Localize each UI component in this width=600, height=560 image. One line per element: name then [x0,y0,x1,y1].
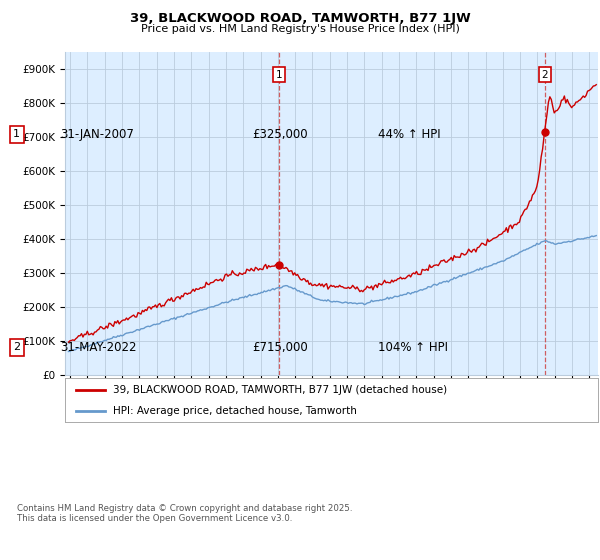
Text: 1: 1 [276,69,283,80]
Text: 31-MAY-2022: 31-MAY-2022 [60,340,137,354]
Text: 44% ↑ HPI: 44% ↑ HPI [378,128,440,141]
Text: 2: 2 [541,69,548,80]
Text: £715,000: £715,000 [252,340,308,354]
Text: 1: 1 [13,129,20,139]
Text: Price paid vs. HM Land Registry's House Price Index (HPI): Price paid vs. HM Land Registry's House … [140,24,460,34]
Text: 104% ↑ HPI: 104% ↑ HPI [378,340,448,354]
Text: 2: 2 [13,342,20,352]
Text: Contains HM Land Registry data © Crown copyright and database right 2025.
This d: Contains HM Land Registry data © Crown c… [17,504,352,524]
Text: 31-JAN-2007: 31-JAN-2007 [60,128,134,141]
Text: 39, BLACKWOOD ROAD, TAMWORTH, B77 1JW (detached house): 39, BLACKWOOD ROAD, TAMWORTH, B77 1JW (d… [113,385,447,395]
Text: £325,000: £325,000 [252,128,308,141]
Text: 39, BLACKWOOD ROAD, TAMWORTH, B77 1JW: 39, BLACKWOOD ROAD, TAMWORTH, B77 1JW [130,12,470,25]
Text: HPI: Average price, detached house, Tamworth: HPI: Average price, detached house, Tamw… [113,406,357,416]
